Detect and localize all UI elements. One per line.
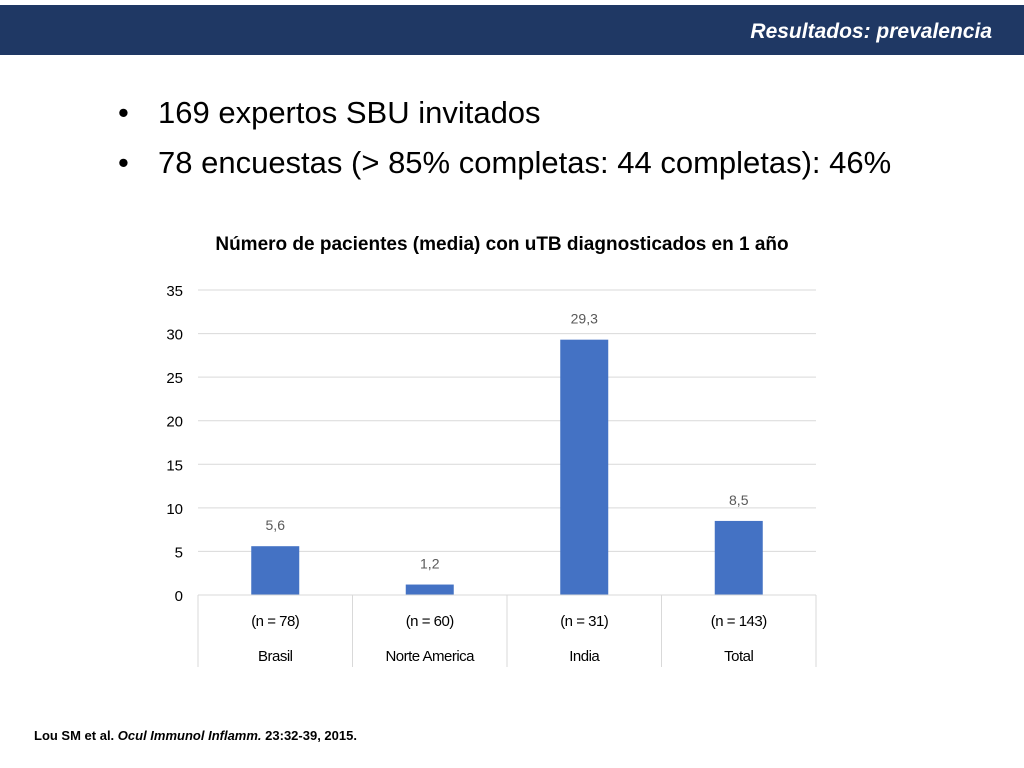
bullet-item: 78 encuestas (> 85% completas: 44 comple… <box>118 138 891 188</box>
source-authors: Lou SM et al. <box>34 728 118 743</box>
category-note: (n = 60) <box>406 613 455 630</box>
bar <box>251 546 300 595</box>
y-tick-label: 35 <box>166 283 183 300</box>
chart-title: Número de pacientes (media) con uTB diag… <box>215 234 788 255</box>
category-note: (n = 78) <box>251 613 300 630</box>
source-details: 23:32-39, 2015. <box>261 728 357 743</box>
header-bar: Resultados: prevalencia <box>0 5 1024 55</box>
category-note: (n = 143) <box>711 613 767 630</box>
slide-title: Resultados: prevalencia <box>750 20 992 43</box>
source-citation: Lou SM et al. Ocul Immunol Inflamm. 23:3… <box>34 728 357 743</box>
category-label: Norte America <box>385 648 475 665</box>
x-axis: (n = 78) Brasil (n = 60) Norte America (n = … <box>197 594 817 667</box>
y-tick-label: 15 <box>166 457 183 474</box>
source-journal: Ocul Immunol Inflamm. <box>117 728 262 743</box>
bar <box>560 339 609 595</box>
y-tick-label: 20 <box>166 414 183 431</box>
y-tick-label: 25 <box>166 370 183 387</box>
category-label: Brasil <box>258 648 293 665</box>
data-label: 29,3 <box>571 311 598 327</box>
bullet-item: 169 expertos SBU invitados <box>118 88 891 138</box>
y-tick-label: 5 <box>175 544 183 561</box>
bar-chart: Número de pacientes (media) con uTB diag… <box>166 234 817 667</box>
y-tick-label: 0 <box>175 588 183 605</box>
gridlines <box>198 289 816 596</box>
data-labels: 5,6 1,2 29,3 8,5 <box>266 311 749 572</box>
data-label: 1,2 <box>420 556 440 572</box>
bars <box>251 339 763 595</box>
y-tick-label: 10 <box>166 501 183 518</box>
category-note: (n = 31) <box>560 613 609 630</box>
data-label: 8,5 <box>729 492 749 508</box>
category-label: India <box>569 648 600 665</box>
bar <box>714 520 763 595</box>
bullet-list: 169 expertos SBU invitados 78 encuestas … <box>118 88 891 188</box>
y-axis: 0 5 10 15 20 25 30 35 <box>166 283 183 605</box>
y-tick-label: 30 <box>166 327 183 344</box>
category-label: Total <box>724 648 753 665</box>
data-label: 5,6 <box>266 517 286 533</box>
bar <box>405 584 454 595</box>
